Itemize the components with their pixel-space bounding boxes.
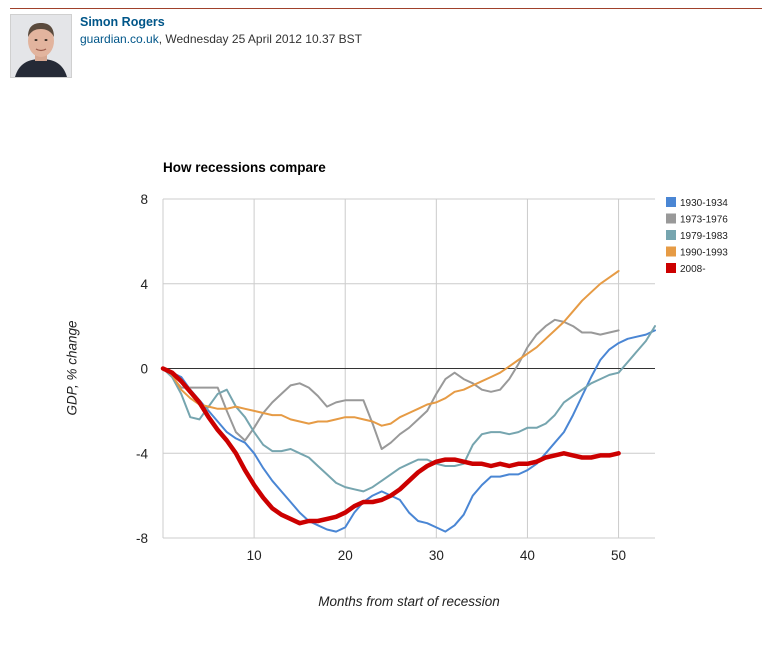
x-tick-label: 20 (338, 548, 353, 563)
y-tick-label: -4 (136, 446, 148, 461)
y-tick-label: -8 (136, 531, 148, 546)
site-link[interactable]: guardian.co.uk (80, 32, 159, 46)
legend-label: 1930-1934 (680, 198, 728, 209)
legend-swatch (666, 230, 676, 240)
legend-label: 2008- (680, 264, 706, 275)
y-tick-label: 0 (140, 362, 148, 377)
author-avatar (10, 14, 72, 78)
series-line-1979-1983 (162, 325, 656, 493)
x-tick-label: 40 (520, 548, 535, 563)
series-line-1973-1976 (162, 318, 620, 450)
series-line-1990-1993 (162, 270, 620, 427)
legend-label: 1990-1993 (680, 248, 728, 259)
x-tick-label: 50 (611, 548, 626, 563)
y-tick-label: 4 (140, 277, 148, 292)
x-tick-label: 30 (429, 548, 444, 563)
legend-label: 1979-1983 (680, 231, 728, 242)
byline: Simon Rogers guardian.co.uk, Wednesday 2… (10, 14, 750, 78)
legend-label: 1973-1976 (680, 215, 728, 226)
series-line-2008 (160, 366, 621, 526)
series-line-1930-1934 (162, 329, 656, 533)
legend-swatch (666, 246, 676, 257)
x-axis-label: Months from start of recession (318, 594, 500, 609)
byline-meta: guardian.co.uk, Wednesday 25 April 2012 … (80, 32, 362, 46)
top-divider (10, 8, 762, 9)
legend-swatch (666, 263, 676, 273)
x-tick-label: 10 (247, 548, 262, 563)
chart-title: How recessions compare (163, 160, 326, 175)
y-tick-label: 8 (140, 192, 148, 207)
y-axis-label: GDP, % change (64, 320, 80, 416)
legend-swatch (666, 213, 676, 224)
author-name-link[interactable]: Simon Rogers (80, 15, 165, 29)
legend-swatch (666, 197, 676, 207)
byline-date: , Wednesday 25 April 2012 10.37 BST (158, 32, 362, 46)
